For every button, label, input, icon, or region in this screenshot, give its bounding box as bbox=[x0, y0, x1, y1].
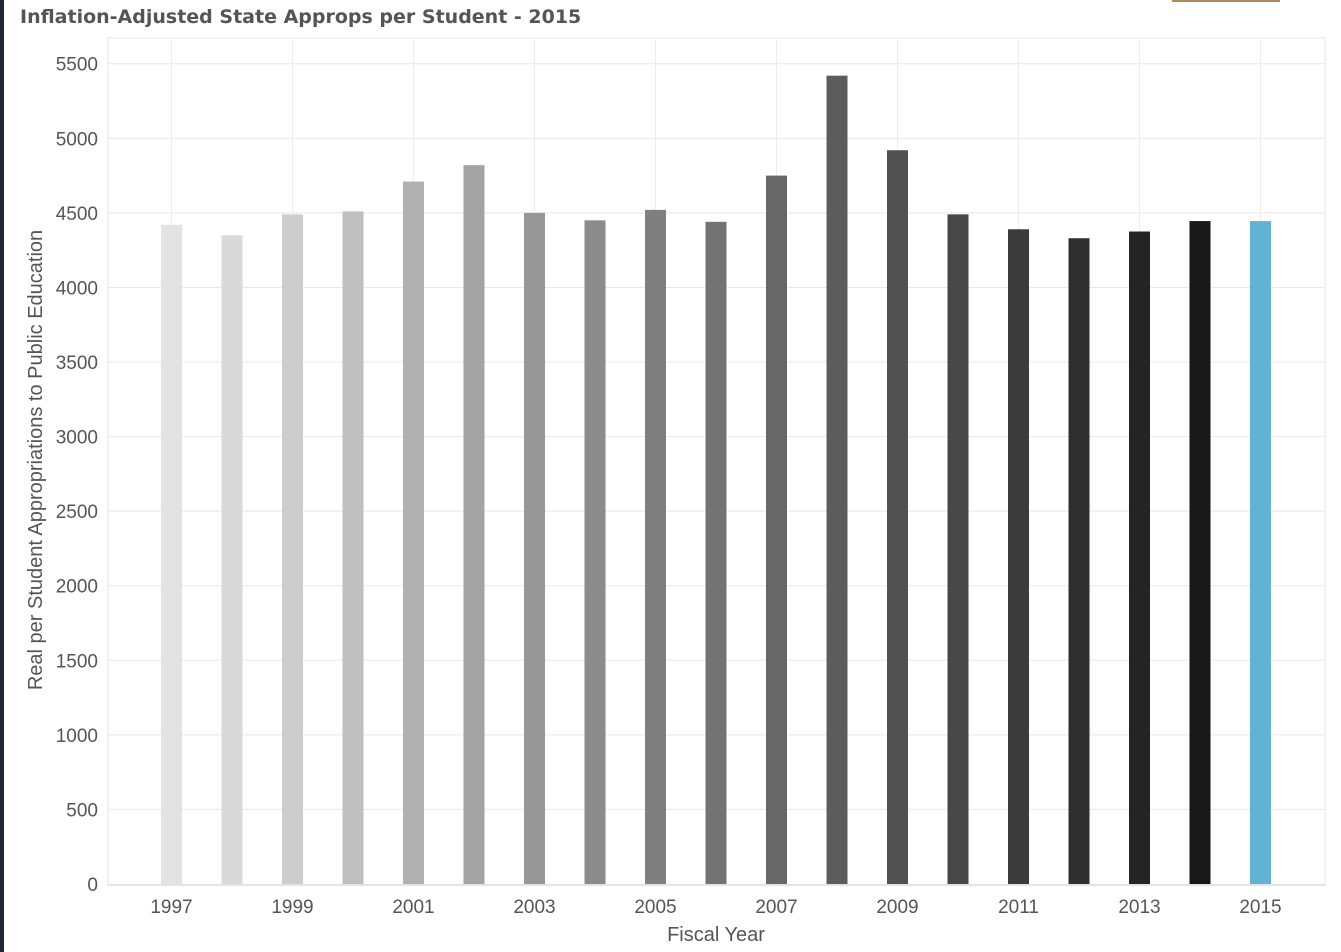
bar-2012[interactable] bbox=[1068, 238, 1090, 884]
bar-2009[interactable] bbox=[887, 150, 908, 884]
x-axis-ticks: 1997 1999 2001 2003 2005 2007 2009 2011 2013 2015 bbox=[150, 897, 1281, 918]
bar-2008[interactable] bbox=[826, 75, 848, 885]
bar-2013[interactable] bbox=[1129, 231, 1150, 884]
x-tick-label: 2007 bbox=[755, 897, 797, 918]
x-tick-label: 2015 bbox=[1239, 897, 1281, 918]
y-tick-label: 4000 bbox=[56, 278, 98, 299]
y-tick-label: 5500 bbox=[56, 55, 98, 76]
x-axis-title: Fiscal Year bbox=[667, 924, 765, 946]
bar-2005[interactable] bbox=[645, 209, 666, 884]
x-tick-label: 2013 bbox=[1118, 897, 1160, 918]
bar-1997[interactable] bbox=[161, 224, 182, 884]
bar-2007[interactable] bbox=[766, 175, 787, 884]
logo-fragment bbox=[1172, 0, 1280, 2]
x-tick-label: 2005 bbox=[634, 897, 676, 918]
x-tick-label: 2001 bbox=[392, 897, 434, 918]
bar-2011[interactable] bbox=[1008, 229, 1029, 885]
bar-2014[interactable] bbox=[1189, 221, 1211, 884]
bar-2001[interactable] bbox=[403, 181, 424, 884]
x-tick-label: 1999 bbox=[271, 897, 313, 918]
x-tick-label: 1997 bbox=[150, 897, 192, 918]
y-tick-label: 1500 bbox=[56, 651, 98, 672]
x-tick-label: 2011 bbox=[998, 897, 1039, 918]
bar-2004[interactable] bbox=[584, 220, 606, 884]
bar-1999[interactable] bbox=[282, 214, 303, 885]
y-tick-label: 2000 bbox=[56, 577, 98, 598]
y-tick-label: 3000 bbox=[56, 428, 98, 449]
y-tick-label: 0 bbox=[87, 875, 98, 896]
bar-1998[interactable] bbox=[221, 235, 243, 885]
x-tick-label: 2009 bbox=[876, 897, 918, 918]
bar-2015[interactable] bbox=[1250, 221, 1271, 884]
x-tick-label: 2003 bbox=[513, 897, 555, 918]
y-axis-ticks: 0 500 1000 1500 2000 2500 3000 3500 4000 4500 5000… bbox=[56, 55, 98, 896]
bar-2000[interactable] bbox=[342, 211, 364, 884]
y-tick-label: 4500 bbox=[56, 204, 98, 225]
bar-2006[interactable] bbox=[705, 221, 727, 884]
y-tick-label: 3500 bbox=[56, 353, 98, 374]
bar-2010[interactable] bbox=[947, 214, 969, 885]
y-tick-label: 5000 bbox=[56, 129, 98, 150]
y-tick-label: 500 bbox=[66, 800, 98, 821]
y-tick-label: 1000 bbox=[56, 726, 98, 747]
left-edge-strip bbox=[0, 0, 4, 952]
y-axis-title: Real per Student Appropriations to Publi… bbox=[25, 230, 47, 690]
bar-2003[interactable] bbox=[524, 212, 545, 884]
y-tick-label: 2500 bbox=[56, 502, 98, 523]
chart-title: Inflation-Adjusted State Approps per Stu… bbox=[20, 6, 582, 28]
bars-layer bbox=[161, 75, 1271, 885]
bar-2002[interactable] bbox=[463, 165, 485, 884]
